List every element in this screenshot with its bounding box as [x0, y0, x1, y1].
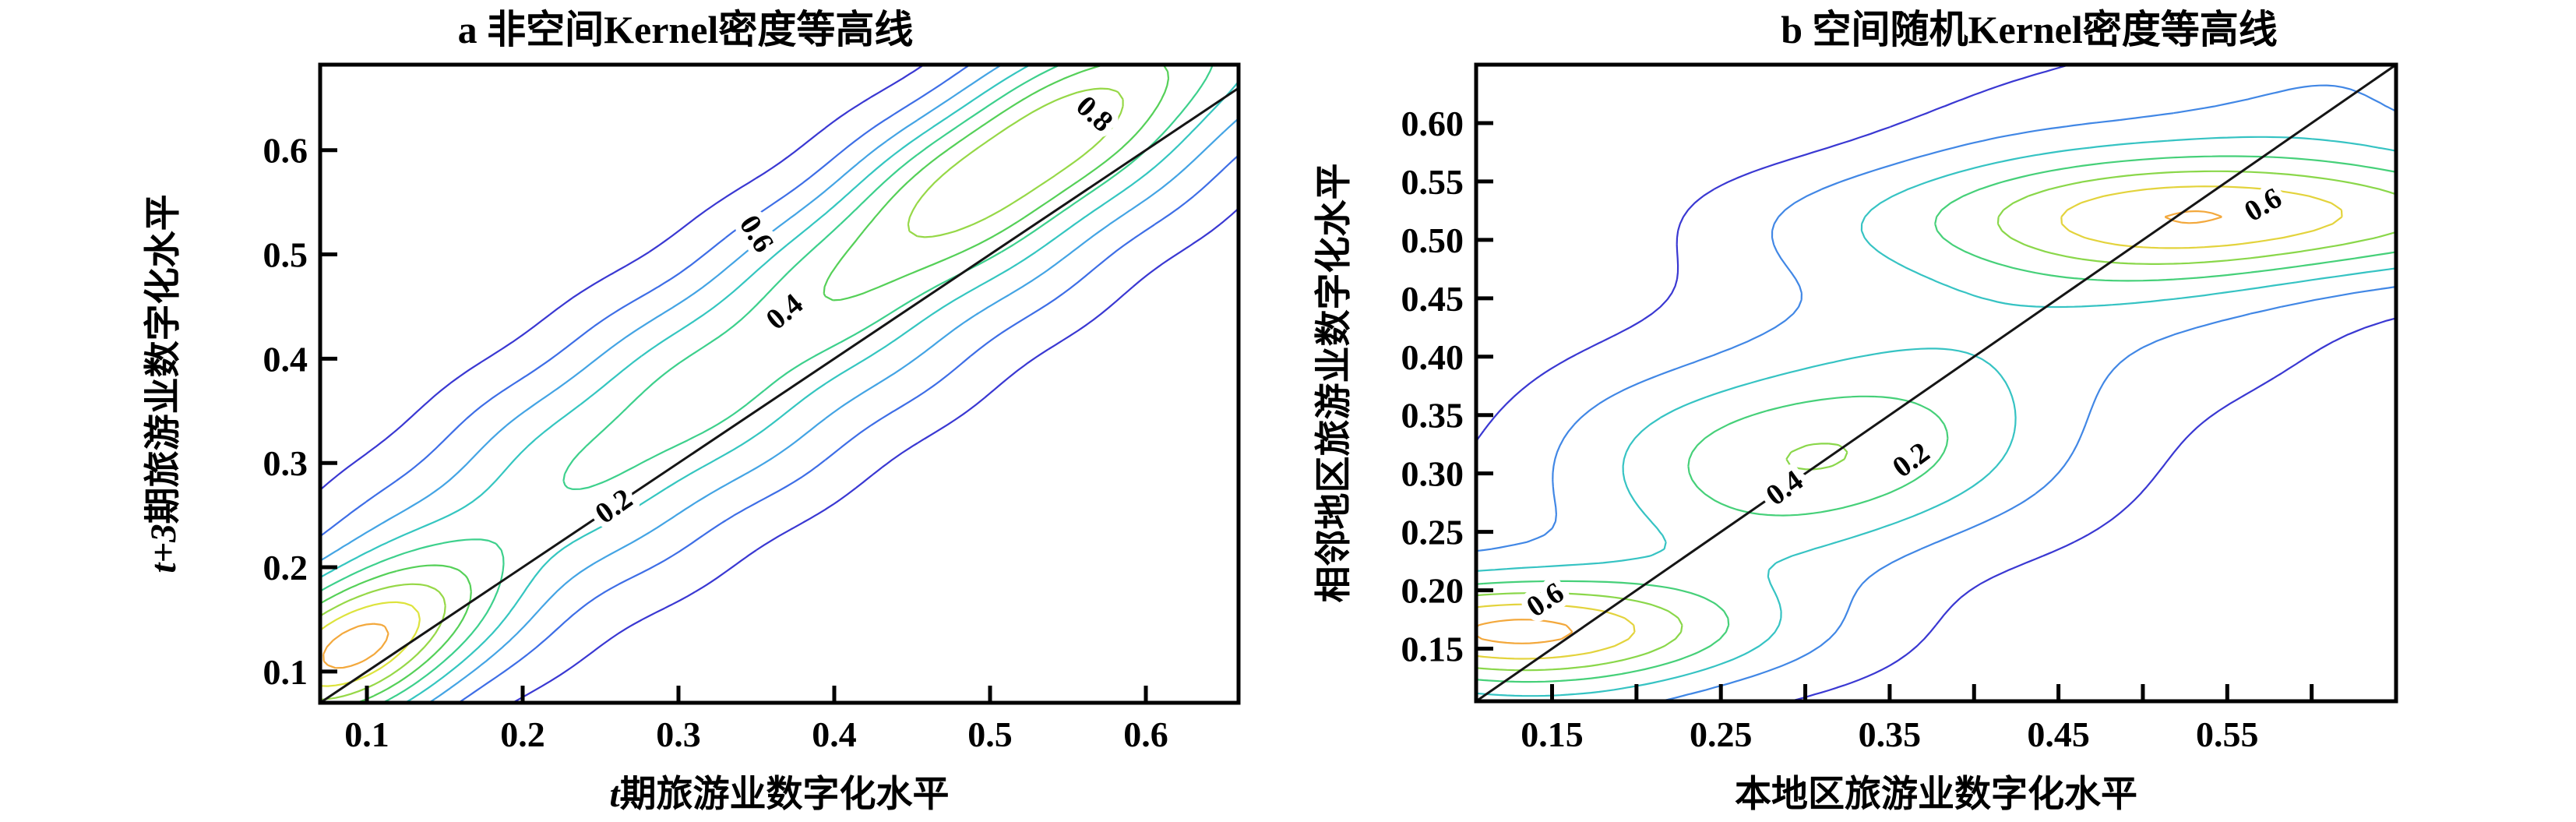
y-tick-label-b: 0.35 — [1401, 396, 1464, 436]
x-tick-label-b: 0.55 — [2196, 714, 2259, 754]
y-tick-label-a: 0.5 — [263, 235, 308, 275]
panel-title-a: a 非空间Kernel密度等高线 — [458, 8, 914, 51]
y-axis-label-a: t+3期旅游业数字化水平 — [143, 194, 184, 573]
contour-level-0.6-b — [1476, 185, 2343, 660]
panel-a: 0.2 0.4 0.6 0.8 0.1 0.2 0.3 0.4 0.5 0.6 0.1 0.2 0.3 0… — [143, 8, 1241, 815]
y-tick-label-a: 0.1 — [263, 652, 308, 692]
contour-level-0.7-b — [1476, 210, 2222, 644]
y-axis-label-b: 相邻地区旅游业数字化水平 — [1314, 164, 1355, 603]
y-tick-label-b: 0.60 — [1401, 104, 1464, 143]
y-tick-label-a: 0.3 — [263, 443, 308, 483]
contour-label-0.4-b-1: 0.4 — [1760, 464, 1809, 513]
contour-label-0.6-b-0: 0.6 — [1521, 576, 1570, 623]
x-tick-label-a: 0.3 — [656, 714, 701, 754]
y-tick-label-a: 0.6 — [263, 131, 308, 171]
contour-level-0.7-a — [320, 87, 1124, 701]
contour-level-0.6-a — [320, 65, 1170, 703]
contour-lines-b — [1476, 65, 2396, 701]
y-tick-label-b: 0.30 — [1401, 454, 1464, 494]
x-tick-label-a: 0.2 — [500, 714, 545, 754]
contour-level-0.4-b — [1476, 155, 2396, 683]
y-tick-label-a: 0.4 — [263, 339, 308, 379]
y-tick-label-b: 0.40 — [1401, 337, 1464, 377]
x-tick-label-a: 0.6 — [1123, 714, 1168, 754]
y-tick-label-a: 0.2 — [263, 548, 308, 587]
y-tick-label-b: 0.20 — [1401, 571, 1464, 611]
contour-level-0.2-a — [320, 65, 1239, 703]
contour-level-0.8-a — [320, 601, 421, 687]
contour-label-0.2-a-0: 0.2 — [590, 482, 639, 531]
x-axis-label-b: 本地区旅游业数字化水平 — [1735, 774, 2137, 815]
y-tick-label-b: 0.50 — [1401, 220, 1464, 260]
contour-label-0.8-a-3: 0.8 — [1070, 90, 1119, 139]
plot-frame-b — [1474, 62, 2398, 704]
x-tick-label-a: 0.4 — [812, 714, 857, 754]
y-tick-label-b: 0.45 — [1401, 279, 1464, 319]
diagonal-reference-line-a — [320, 86, 1239, 703]
contour-level-0.9-a — [322, 623, 389, 669]
x-axis-label-a: t期旅游业数字化水平 — [609, 774, 949, 815]
x-tick-label-b: 0.25 — [1690, 714, 1753, 754]
contour-level-0.5-a — [320, 65, 1214, 703]
panel-title-b: b 空间随机Kernel密度等高线 — [1781, 8, 2277, 51]
contour-level-0.1-a — [320, 65, 1239, 703]
contour-level-0.2-b — [1476, 84, 2396, 701]
x-tick-label-b: 0.35 — [1859, 714, 1922, 754]
contour-level-0.3-b — [1476, 136, 2396, 697]
contour-level-0.5-b — [1476, 170, 2396, 672]
contour-label-0.2-b-2: 0.2 — [1887, 436, 1936, 485]
contour-level-0.3-a — [320, 65, 1239, 703]
x-tick-label-a: 0.1 — [344, 714, 389, 754]
x-tick-label-b: 0.45 — [2027, 714, 2090, 754]
y-tick-label-b: 0.55 — [1401, 162, 1464, 202]
panel-b: 0.60.40.20.60.15 0.25 0.35 0.45 0.550.150.20… — [1314, 8, 2398, 815]
diagonal-reference-line-b — [1476, 65, 2396, 701]
x-tick-label-b: 0.15 — [1521, 714, 1584, 754]
x-tick-label-a: 0.5 — [967, 714, 1013, 754]
contour-label-0.6-a-2: 0.6 — [733, 210, 781, 259]
contour-lines-a — [320, 65, 1239, 703]
plot-frame-a — [318, 62, 1241, 705]
contour-level-0.4-a — [320, 65, 1239, 703]
y-tick-label-b: 0.25 — [1401, 513, 1464, 552]
y-tick-label-b: 0.15 — [1401, 630, 1464, 669]
